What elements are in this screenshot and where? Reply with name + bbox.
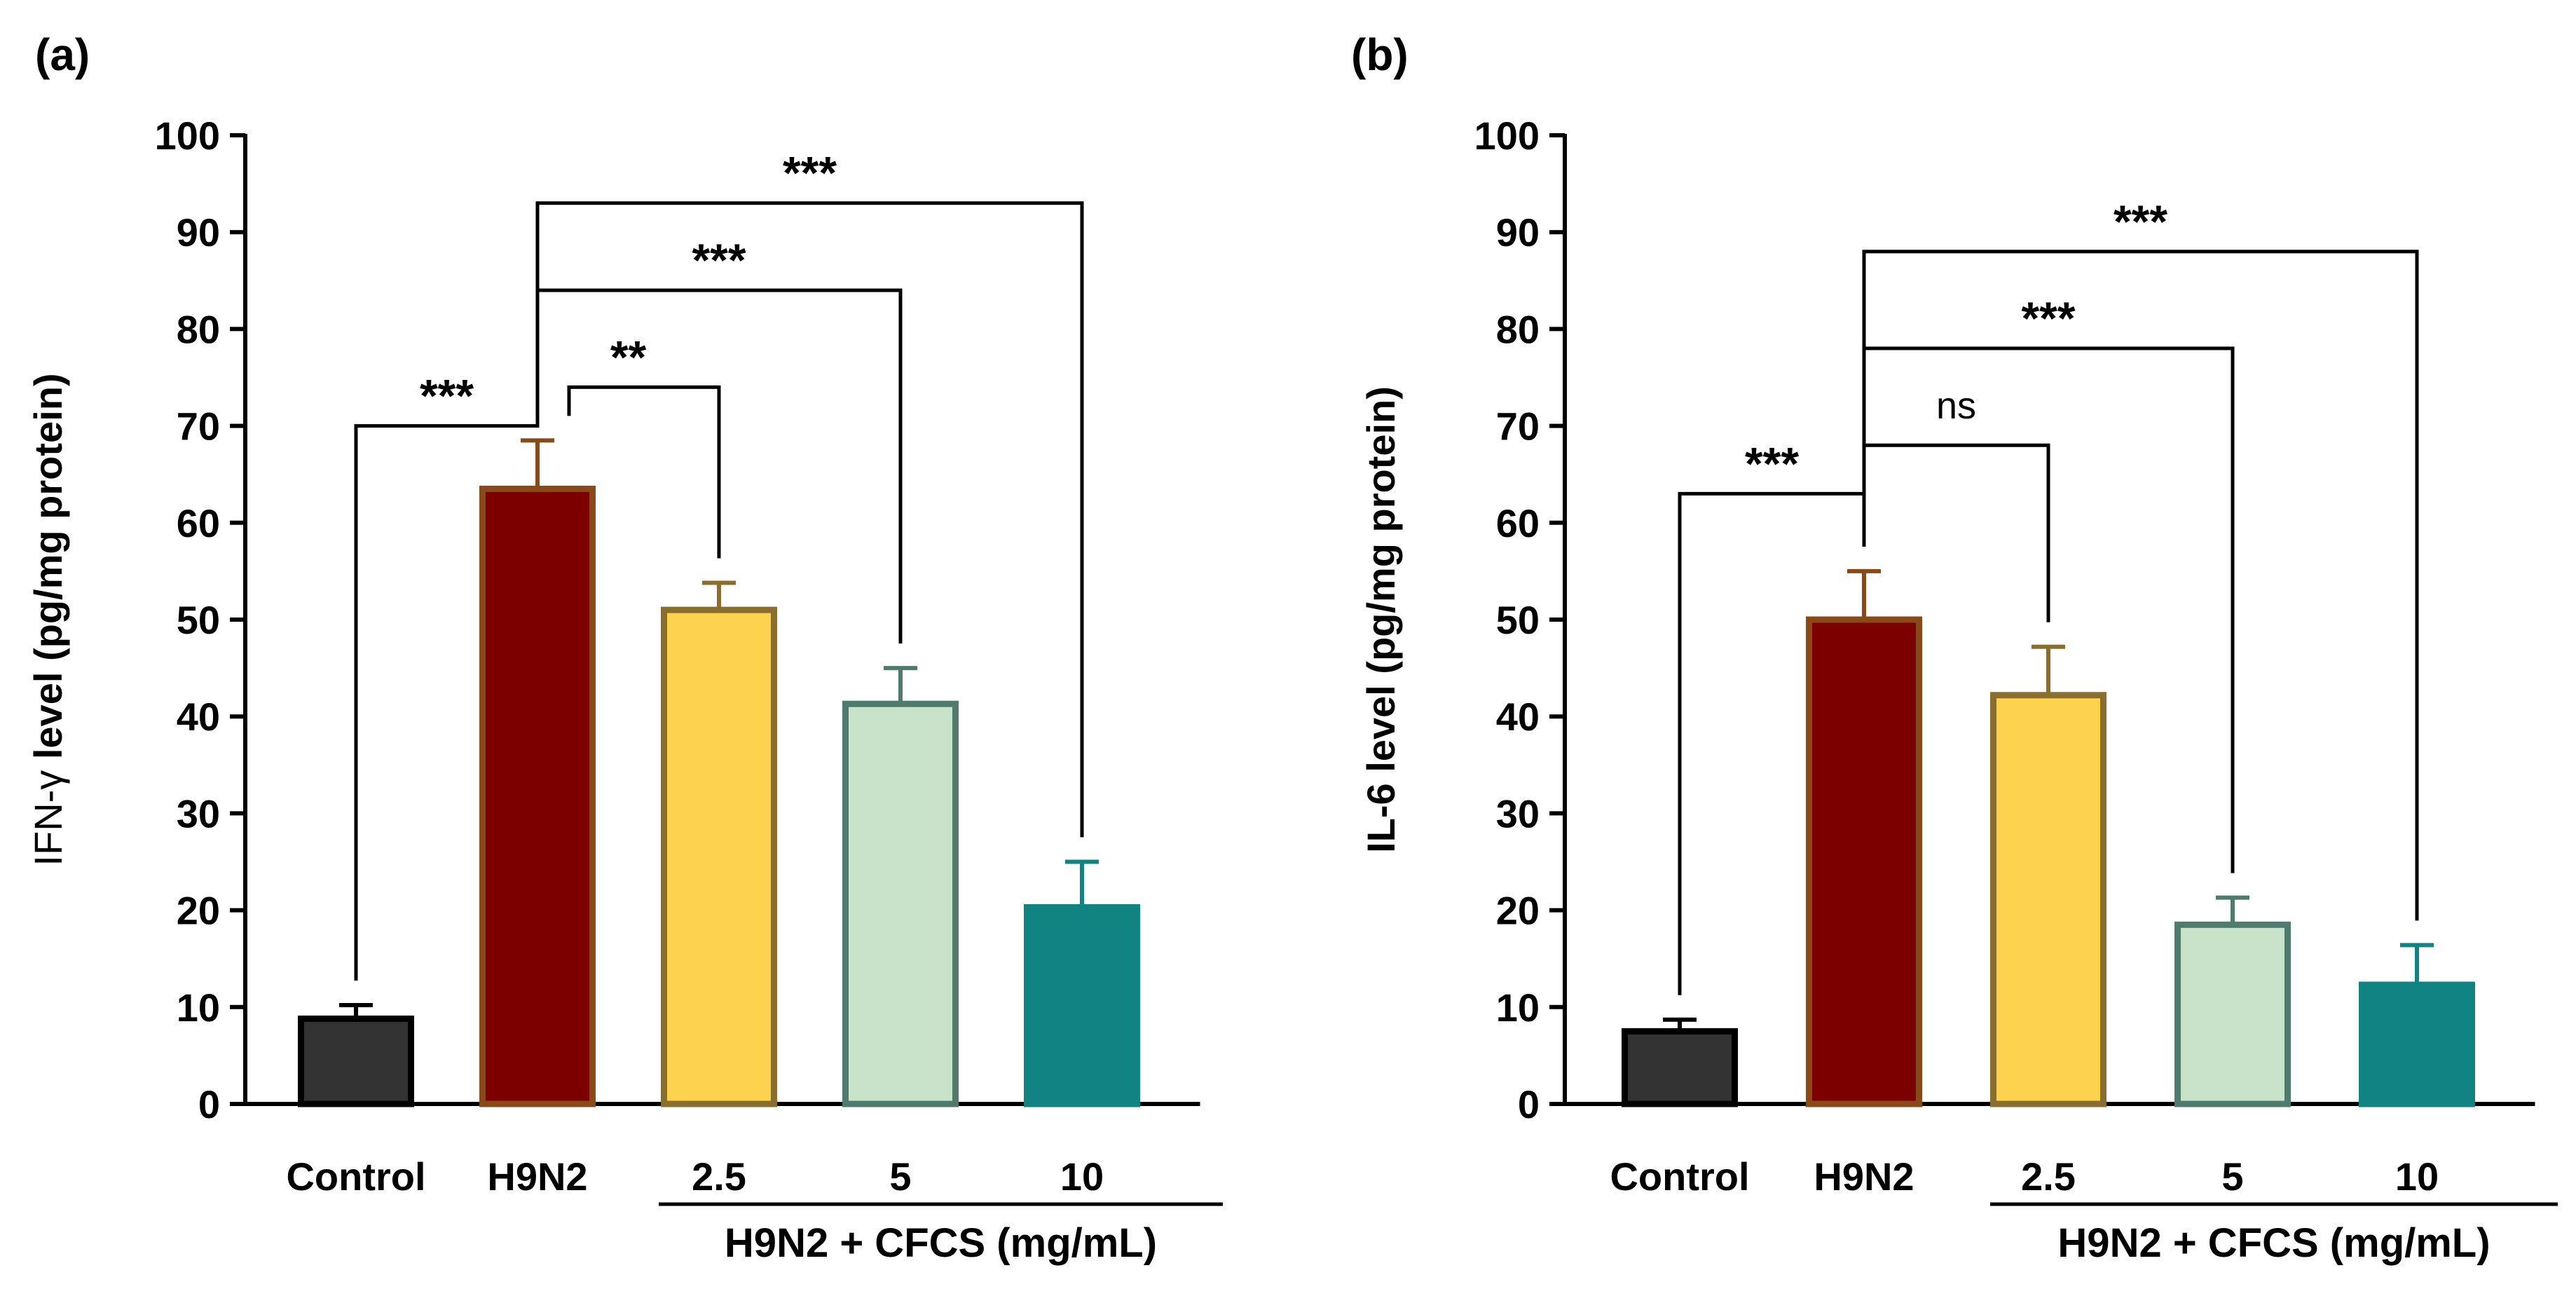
category-label: 2.5 (692, 1154, 746, 1199)
y-tick-label: 40 (177, 695, 220, 739)
category-label: 5 (2221, 1154, 2243, 1199)
bar-Control (298, 1015, 414, 1107)
y-axis-label: IL-6 level (pg/mg protein) (1359, 386, 1403, 853)
y-axis-label-cytokine: IFN-γ (26, 770, 70, 866)
y-tick-label: 80 (177, 307, 220, 351)
y-tick-label: 80 (1496, 307, 1540, 351)
y-tick-label: 10 (1496, 985, 1540, 1030)
significance-label: *** (783, 147, 837, 199)
y-tick-label: 60 (1496, 501, 1540, 545)
y-tick-label: 30 (177, 791, 220, 835)
bar-H9N2 (479, 485, 596, 1107)
y-tick-label: 50 (177, 598, 220, 642)
y-tick-label: 100 (1474, 114, 1540, 158)
y-tick-label: 90 (1496, 210, 1540, 254)
significance-bracket (1862, 250, 2419, 921)
significance-bracket (535, 201, 1084, 838)
y-axis-label: IFN-γ level (pg/mg protein) (26, 373, 70, 866)
bar-5 (842, 700, 959, 1107)
y-tick-label: 100 (155, 114, 220, 158)
panel-label: (b) (1351, 29, 1409, 80)
y-tick-label: 0 (198, 1082, 220, 1126)
y-tick-label: 90 (177, 210, 220, 254)
category-label: 10 (2395, 1154, 2439, 1199)
significance-label: ** (610, 331, 647, 383)
y-axis-label-unit: level (pg/mg protein) (26, 373, 70, 770)
significance-label: ns (1936, 385, 1976, 427)
bar-10 (1024, 903, 1140, 1107)
bar-H9N2 (1806, 616, 1922, 1107)
significance-bracket (1862, 443, 2050, 622)
category-label: 5 (889, 1154, 911, 1199)
significance-label: *** (692, 234, 746, 286)
y-tick-label: 70 (1496, 404, 1540, 449)
significance-bracket (567, 385, 721, 559)
category-label: H9N2 (487, 1154, 587, 1199)
y-tick-label: 60 (177, 501, 220, 545)
category-label: 10 (1060, 1154, 1104, 1199)
y-tick-label: 20 (1496, 889, 1540, 933)
bar-2.5 (661, 606, 777, 1107)
significance-label: *** (420, 370, 474, 422)
category-label: Control (286, 1154, 425, 1199)
y-tick-label: 50 (1496, 598, 1540, 642)
significance-label: *** (2113, 196, 2167, 247)
panel-a: (a) 0 10 20 30 40 50 60 70 80 90 100 IFN-γ level (pg… (26, 29, 1223, 1266)
significance-bracket (354, 416, 540, 981)
y-tick-label: 10 (177, 985, 220, 1030)
y-tick-label: 40 (1496, 695, 1540, 739)
y-tick-label: 30 (1496, 791, 1540, 835)
bar-Control (1622, 1028, 1738, 1107)
group-label: H9N2 + CFCS (mg/mL) (725, 1220, 1157, 1266)
y-tick-label: 20 (177, 889, 220, 933)
group-label: H9N2 + CFCS (mg/mL) (2057, 1220, 2490, 1266)
category-label: H9N2 (1814, 1154, 1914, 1199)
bar-10 (2359, 981, 2475, 1107)
significance-label: *** (2021, 292, 2075, 344)
bar-2.5 (1990, 692, 2106, 1107)
significance-label: *** (1745, 437, 1799, 489)
category-label: Control (1610, 1154, 1749, 1199)
y-tick-label: 70 (177, 404, 220, 449)
y-tick-label: 0 (1518, 1082, 1540, 1126)
panel-label: (a) (35, 29, 90, 80)
bar-5 (2174, 921, 2291, 1107)
category-label: 2.5 (2021, 1154, 2076, 1199)
panel-b: (b) 0 10 20 30 40 50 60 70 80 90 100 IL-6 level (pg/… (1351, 29, 2558, 1266)
